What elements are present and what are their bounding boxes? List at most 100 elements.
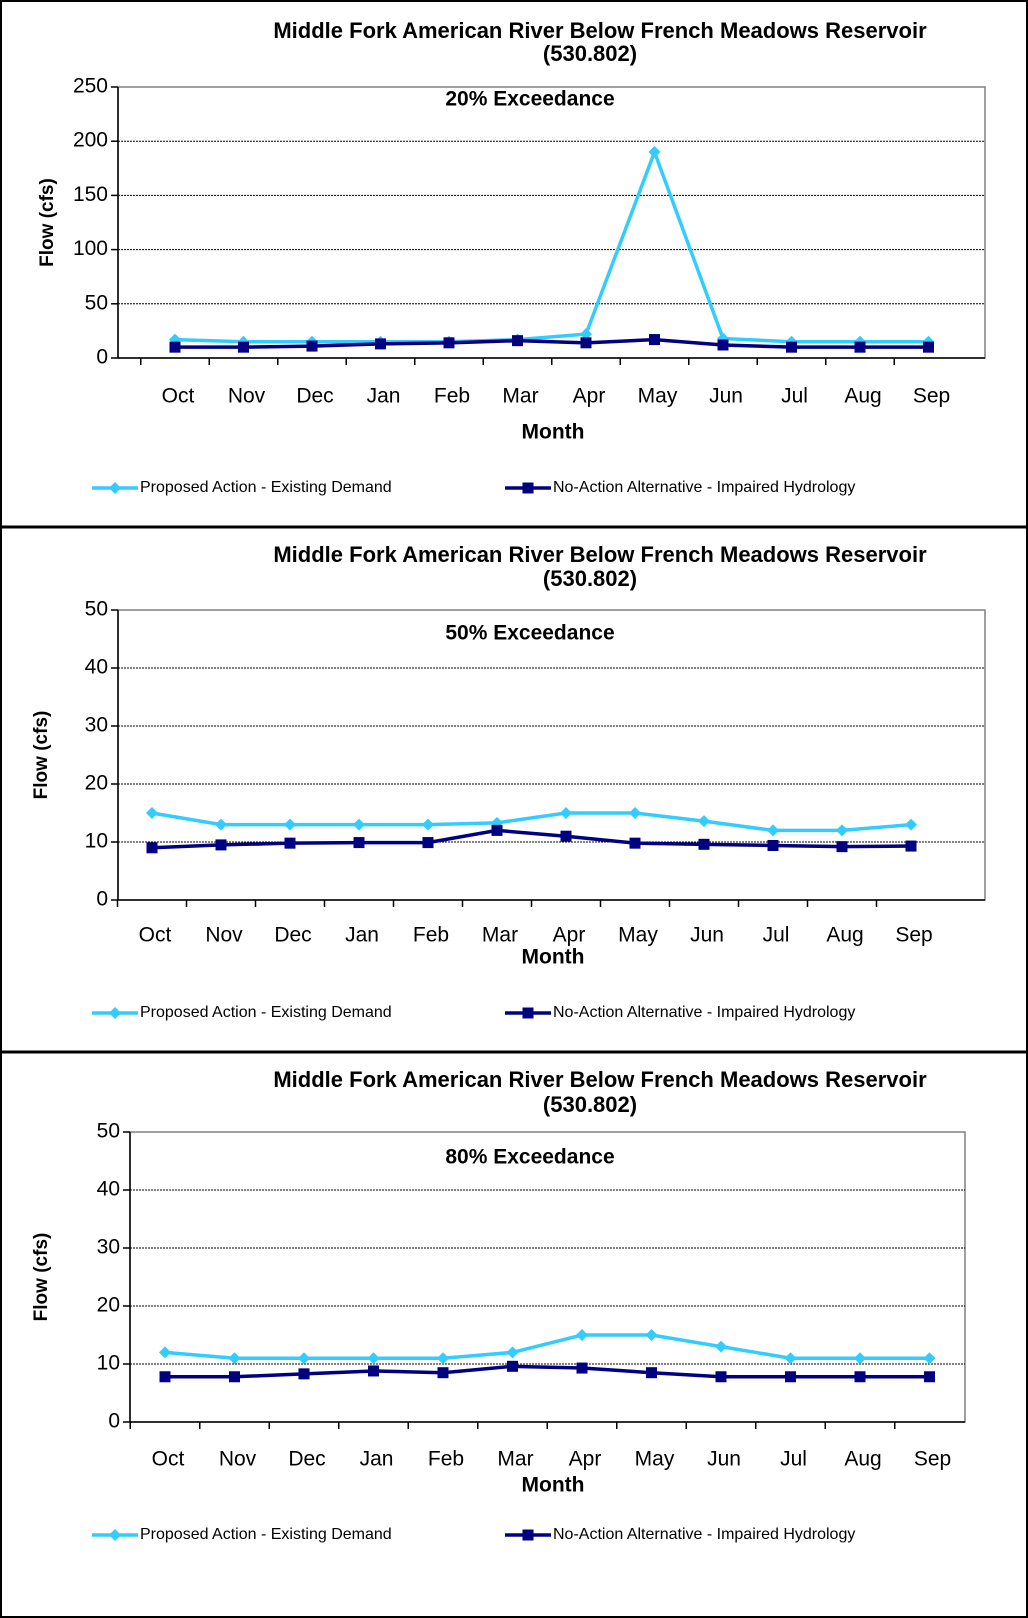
x-tick-label: Apr bbox=[553, 924, 586, 947]
marker bbox=[836, 841, 848, 853]
marker bbox=[576, 1362, 588, 1374]
y-tick-label: 0 bbox=[108, 1410, 120, 1433]
x-tick-label: Aug bbox=[826, 924, 863, 947]
series-line bbox=[165, 1364, 930, 1379]
marker bbox=[560, 830, 572, 842]
plot-area bbox=[117, 609, 986, 901]
x-axis-label: Month bbox=[522, 1474, 585, 1497]
marker bbox=[576, 1329, 588, 1341]
y-axis-label: Flow (cfs) bbox=[37, 178, 58, 267]
marker bbox=[507, 1360, 518, 1372]
x-tick-label: Jan bbox=[360, 1448, 394, 1471]
x-tick-label: Jun bbox=[690, 924, 724, 947]
x-tick-label: Apr bbox=[573, 385, 606, 408]
y-tick-label: 200 bbox=[73, 129, 108, 152]
marker bbox=[512, 335, 523, 347]
marker bbox=[284, 837, 296, 849]
x-tick-label: Aug bbox=[844, 1448, 881, 1471]
y-tick-label: 100 bbox=[73, 237, 108, 260]
series-line bbox=[175, 337, 929, 349]
marker bbox=[905, 840, 917, 852]
marker bbox=[368, 1365, 379, 1377]
y-tick-label: 10 bbox=[85, 830, 108, 853]
marker bbox=[215, 839, 227, 851]
x-tick-label: Apr bbox=[569, 1448, 602, 1471]
marker bbox=[443, 337, 455, 349]
marker bbox=[785, 1371, 796, 1383]
marker bbox=[836, 824, 848, 837]
x-tick-label: May bbox=[635, 1448, 675, 1471]
marker bbox=[284, 818, 296, 831]
x-tick-label: Aug bbox=[844, 385, 881, 408]
y-tick-label: 50 bbox=[85, 291, 108, 314]
x-tick-label: Jul bbox=[780, 1448, 807, 1471]
marker bbox=[923, 341, 934, 353]
legend-label: No-Action Alternative - Impaired Hydrolo… bbox=[553, 1004, 855, 1021]
x-tick-label: Dec bbox=[296, 385, 333, 408]
chart-title: Middle Fork American River Below French … bbox=[273, 1067, 927, 1092]
marker bbox=[698, 838, 710, 850]
x-tick-label: Nov bbox=[205, 924, 243, 947]
y-axis-label: Flow (cfs) bbox=[31, 1233, 52, 1322]
marker bbox=[298, 1352, 310, 1365]
x-tick-label: Jun bbox=[707, 1448, 741, 1471]
marker bbox=[784, 1352, 797, 1365]
x-tick-label: Sep bbox=[914, 1448, 951, 1471]
annotation: 20% Exceedance bbox=[445, 88, 614, 111]
legend-label: Proposed Action - Existing Demand bbox=[140, 479, 392, 496]
chart-title: Middle Fork American River Below French … bbox=[273, 18, 927, 43]
x-tick-label: Jul bbox=[763, 924, 790, 947]
x-tick-label: Oct bbox=[139, 924, 172, 947]
y-tick-label: 0 bbox=[96, 888, 108, 911]
marker bbox=[146, 842, 158, 854]
marker bbox=[422, 818, 434, 831]
marker bbox=[306, 340, 318, 352]
chart-title: Middle Fork American River Below French … bbox=[273, 542, 927, 567]
x-tick-label: Oct bbox=[152, 1448, 185, 1471]
x-tick-label: Sep bbox=[913, 385, 950, 408]
marker bbox=[437, 1367, 449, 1379]
marker bbox=[298, 1368, 310, 1380]
series-line bbox=[174, 147, 929, 344]
y-tick-label: 30 bbox=[85, 714, 108, 737]
marker bbox=[422, 837, 434, 849]
marker bbox=[924, 1371, 935, 1383]
x-tick-label: Sep bbox=[895, 924, 932, 947]
legend-label: Proposed Action - Existing Demand bbox=[140, 1526, 392, 1543]
x-tick-label: Mar bbox=[497, 1448, 533, 1471]
series-line bbox=[164, 1333, 930, 1360]
legend-marker bbox=[109, 1007, 121, 1019]
marker bbox=[169, 341, 181, 353]
chart-subtitle: (530.802) bbox=[543, 1092, 637, 1117]
marker bbox=[353, 837, 365, 849]
legend-label: No-Action Alternative - Impaired Hydrolo… bbox=[553, 1526, 855, 1543]
x-tick-label: Jan bbox=[345, 924, 379, 947]
y-axis-label: Flow (cfs) bbox=[31, 711, 52, 800]
x-tick-label: Jul bbox=[781, 385, 808, 408]
x-tick-label: Oct bbox=[162, 385, 195, 408]
y-tick-label: 250 bbox=[73, 75, 108, 98]
x-tick-label: Feb bbox=[428, 1448, 464, 1471]
x-tick-label: Dec bbox=[288, 1448, 325, 1471]
marker bbox=[159, 1371, 171, 1383]
y-tick-label: 30 bbox=[97, 1236, 120, 1259]
chart-subtitle: (530.802) bbox=[543, 41, 637, 66]
y-tick-label: 0 bbox=[96, 346, 108, 369]
x-tick-label: Feb bbox=[434, 385, 470, 408]
marker bbox=[648, 146, 661, 159]
marker bbox=[491, 824, 503, 836]
chart-subtitle: (530.802) bbox=[543, 566, 637, 591]
y-tick-label: 50 bbox=[97, 1120, 120, 1143]
y-tick-label: 20 bbox=[85, 772, 108, 795]
marker bbox=[353, 818, 365, 831]
series-line bbox=[151, 811, 912, 833]
marker bbox=[560, 807, 572, 819]
marker bbox=[717, 339, 729, 351]
marker bbox=[437, 1352, 449, 1365]
marker bbox=[645, 1329, 658, 1341]
marker bbox=[854, 1371, 866, 1383]
marker bbox=[159, 1346, 171, 1359]
annotation: 50% Exceedance bbox=[445, 622, 614, 645]
marker bbox=[854, 341, 866, 353]
